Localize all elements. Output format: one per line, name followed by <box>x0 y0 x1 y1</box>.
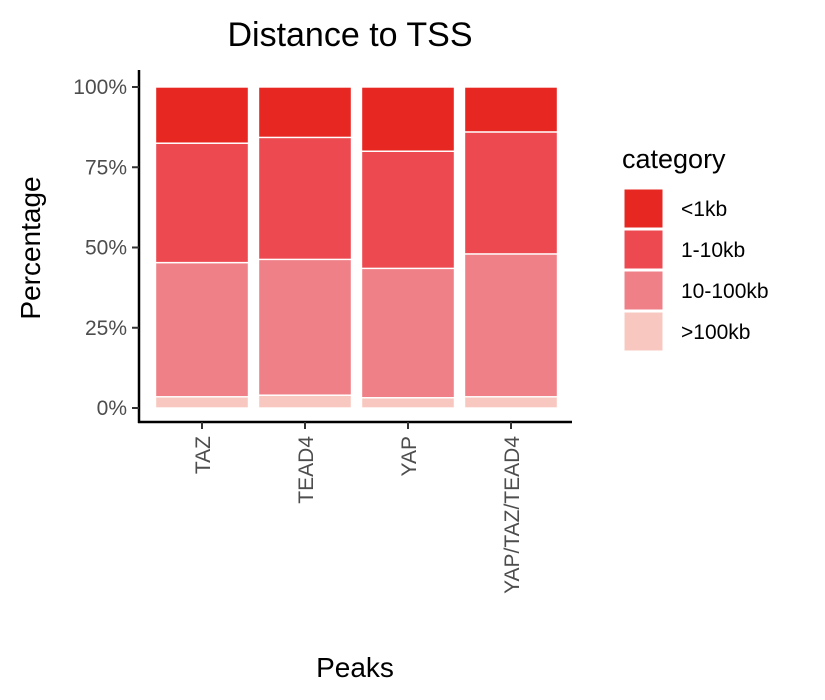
x-tick-label: YAP/TAZ/TEAD4 <box>501 436 524 594</box>
bar-segment-2-2 <box>360 150 456 270</box>
bar-segment-1-3 <box>463 253 559 398</box>
bar-segment-0-1 <box>257 394 353 409</box>
bar-segment-3-2 <box>360 86 456 152</box>
bar-segment-1-0 <box>154 261 250 398</box>
x-tick-label: TEAD4 <box>295 436 318 504</box>
legend-label: <1kb <box>681 198 727 221</box>
legend-swatch <box>623 229 664 270</box>
legend-swatch <box>623 188 664 229</box>
x-tick-label: TAZ <box>192 436 215 474</box>
chart-title: Distance to TSS <box>227 16 472 54</box>
bar-segment-3-1 <box>257 86 353 139</box>
legend-label: >100kb <box>681 321 750 344</box>
legend-swatch <box>623 311 664 352</box>
bar-segment-1-1 <box>257 258 353 396</box>
bar-segment-3-3 <box>463 86 559 133</box>
y-tick-label: 75% <box>85 156 127 179</box>
bars-layer <box>154 86 559 409</box>
bar-segment-0-2 <box>360 397 456 409</box>
legend-label: 1-10kb <box>681 239 745 262</box>
bar-segment-0-0 <box>154 396 250 409</box>
y-axis-title: Percentage <box>15 176 46 319</box>
x-tick-label: YAP <box>398 436 421 476</box>
bar-segment-0-3 <box>463 396 559 409</box>
y-tick-label: 0% <box>97 397 127 420</box>
y-ticks-layer: 0% 25% 50% 75% 100% <box>73 76 139 420</box>
legend-label: 10-100kb <box>681 280 769 303</box>
y-tick-label: 100% <box>73 76 127 99</box>
legend-swatch <box>623 270 664 311</box>
bar-segment-2-0 <box>154 142 250 264</box>
x-ticks-layer: TAZ TEAD4 YAP YAP/TAZ/TEAD4 <box>192 422 524 594</box>
bar-segment-2-1 <box>257 136 353 261</box>
y-tick-label: 50% <box>85 237 127 260</box>
legend-title: category <box>622 144 726 174</box>
legend: category <1kb 1-10kb 10-100kb >100kb <box>622 144 769 352</box>
y-tick-label: 25% <box>85 317 127 340</box>
x-axis-title: Peaks <box>316 652 394 683</box>
bar-segment-3-0 <box>154 86 250 144</box>
bar-segment-1-2 <box>360 267 456 399</box>
bar-segment-2-3 <box>463 131 559 255</box>
